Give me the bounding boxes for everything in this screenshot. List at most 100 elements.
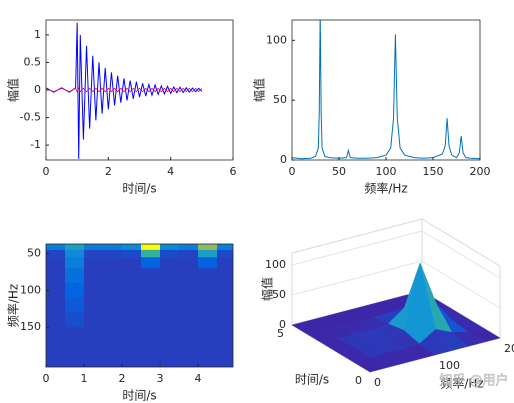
y-tick-label: 0 (280, 153, 287, 166)
heat-cell (179, 327, 199, 343)
heat-cell (160, 249, 180, 258)
heat-cell (179, 268, 199, 284)
plot-area (46, 244, 233, 367)
y-tick-label: 0 (374, 376, 381, 389)
x-tick-label: 0 (355, 374, 362, 387)
heat-cell (122, 327, 142, 343)
heat-cell (122, 257, 142, 269)
axes-frame (45, 243, 234, 368)
heat-cell (179, 283, 199, 299)
surface-patch (353, 357, 387, 373)
heat-cell (84, 283, 104, 299)
z-tick-label: 100 (265, 258, 286, 271)
heat-cell (141, 244, 161, 251)
y-axis-label: 幅值 (252, 78, 267, 102)
heat-cell (46, 249, 66, 258)
y-tick-label: 100 (439, 359, 460, 372)
heat-cell (141, 257, 161, 269)
heat-cell (122, 249, 142, 258)
y-tick-label: 50 (273, 93, 287, 106)
heat-cell (141, 312, 161, 328)
heat-cell (46, 257, 66, 269)
x-tick-label: 4 (167, 165, 174, 178)
heat-cell (65, 249, 85, 258)
heat-cell (198, 283, 218, 299)
heat-cell (65, 312, 85, 328)
x-tick-label: 3 (157, 372, 164, 385)
y-axis-label: 频率/Hz (440, 376, 483, 391)
y-axis-label: 幅值 (6, 78, 21, 102)
heat-cell (179, 356, 199, 367)
heat-cell (141, 283, 161, 299)
heat-cell (217, 257, 233, 269)
heat-cell (103, 356, 123, 367)
heat-cell (103, 341, 123, 358)
heat-cell (46, 312, 66, 328)
heat-cell (103, 297, 123, 313)
heat-cell (160, 312, 180, 328)
heat-cell (179, 297, 199, 313)
y-axis-label: 频率/Hz (6, 284, 21, 327)
heat-cell (122, 297, 142, 313)
series-line (46, 87, 203, 93)
heat-cell (198, 312, 218, 328)
watermark: 知乎 @用户 (439, 373, 508, 389)
heat-cell (103, 249, 123, 258)
x-tick-label: 4 (195, 372, 202, 385)
heat-cell (198, 341, 218, 358)
heat-cell (103, 257, 123, 269)
heat-cell (198, 268, 218, 284)
heat-cell (84, 268, 104, 284)
heat-cell (103, 268, 123, 284)
heat-cell (179, 244, 199, 251)
y-tick-label: 1 (34, 28, 41, 41)
heat-cell (122, 268, 142, 284)
heat-cell (65, 297, 85, 313)
heat-cell (122, 283, 142, 299)
z-axis-label: 幅值 (260, 277, 275, 301)
heat-cell (65, 268, 85, 284)
heat-cell (103, 312, 123, 328)
heat-cell (198, 356, 218, 367)
heat-cell (46, 327, 66, 343)
heat-cell (160, 297, 180, 313)
heat-cell (160, 341, 180, 358)
heat-cell (84, 297, 104, 313)
y-tick-label: -0.5 (20, 111, 41, 124)
heat-cell (217, 249, 233, 258)
heat-cell (198, 244, 218, 251)
heat-cell (122, 312, 142, 328)
heat-cell (198, 297, 218, 313)
x-tick-label: 0 (43, 165, 50, 178)
heat-cell (179, 257, 199, 269)
heat-cell (46, 244, 66, 251)
heat-cell (217, 356, 233, 367)
series-line (292, 20, 480, 160)
heat-cell (217, 297, 233, 313)
z-tick-label: 0 (279, 318, 286, 331)
heat-cell (179, 341, 199, 358)
y-tick-label: 200 (504, 342, 514, 355)
heat-cell (84, 327, 104, 343)
x-tick-label: 6 (230, 165, 237, 178)
heat-cell (65, 257, 85, 269)
heat-cell (84, 249, 104, 258)
heat-cell (141, 356, 161, 367)
heat-cell (84, 341, 104, 358)
plot-area (46, 22, 203, 159)
heat-cell (46, 268, 66, 284)
x-axis-label: 时间/s (122, 182, 156, 196)
heat-cell (160, 327, 180, 343)
z-tick-label: 50 (272, 288, 286, 301)
heat-cell (103, 327, 123, 343)
x-axis-label: 时间/s (122, 389, 156, 403)
heat-cell (160, 244, 180, 251)
heat-cell (122, 244, 142, 251)
x-tick-label: 150 (423, 165, 444, 178)
heat-cell (46, 283, 66, 299)
x-tick-label: 0 (289, 165, 296, 178)
heat-cell (179, 249, 199, 258)
x-axis-label: 时间/s (295, 373, 329, 387)
y-tick-label: 0 (34, 83, 41, 96)
